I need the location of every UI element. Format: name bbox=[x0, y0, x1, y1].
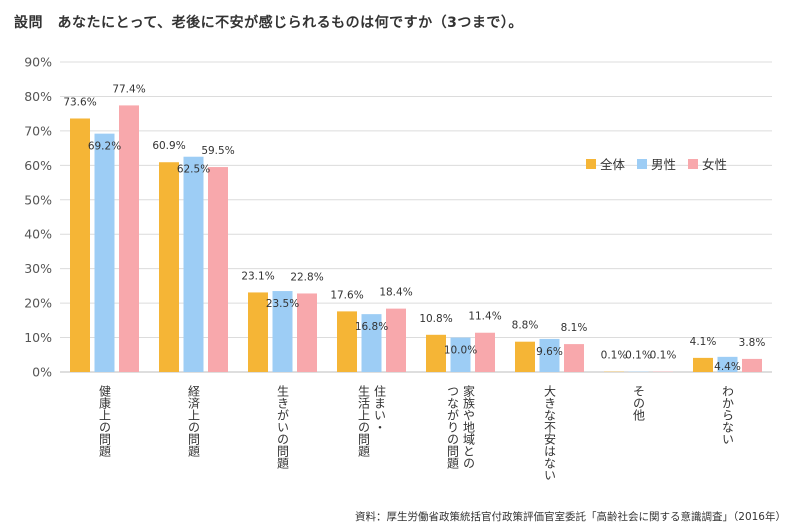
data-label: 59.5% bbox=[201, 145, 234, 157]
category-label: 健康上の問題 bbox=[98, 385, 112, 458]
bar bbox=[539, 338, 560, 372]
data-label: 11.4% bbox=[468, 311, 501, 323]
data-label: 10.0% bbox=[444, 345, 477, 357]
bar bbox=[272, 291, 293, 372]
data-label: 0.1% bbox=[601, 350, 628, 362]
y-tick-label: 60% bbox=[24, 158, 52, 173]
data-label: 3.8% bbox=[739, 337, 766, 349]
bar bbox=[119, 105, 139, 373]
category-label: 家族や地域との bbox=[462, 384, 476, 469]
data-label: 0.1% bbox=[650, 350, 677, 362]
category-label: 経済上の問題 bbox=[187, 385, 201, 458]
bar bbox=[208, 167, 228, 372]
category-label: その他 bbox=[632, 385, 646, 421]
data-label: 16.8% bbox=[355, 321, 388, 333]
bar bbox=[693, 357, 713, 372]
x-axis-categories: 健康上の問題 経済上の問題 生きがいの問題 住まい・生活上の問題 家族や地域とのつながり… bbox=[98, 384, 735, 481]
bar bbox=[248, 292, 268, 372]
data-label: 0.1% bbox=[625, 350, 652, 362]
data-label: 73.6% bbox=[63, 96, 96, 108]
bar bbox=[717, 356, 738, 372]
bar bbox=[94, 133, 115, 372]
data-label: 8.8% bbox=[512, 320, 539, 332]
bar bbox=[475, 332, 495, 372]
y-tick-label: 50% bbox=[24, 192, 52, 207]
bar bbox=[386, 308, 406, 372]
bars bbox=[70, 105, 762, 373]
source-note: 資料：厚生労働省政策統括官付政策評価官室委託「高齢社会に関する意識調査」（201… bbox=[355, 511, 786, 523]
data-label: 4.4% bbox=[714, 361, 741, 373]
data-label: 22.8% bbox=[290, 271, 323, 283]
bar bbox=[70, 118, 90, 372]
data-label: 62.5% bbox=[177, 164, 210, 176]
y-tick-label: 10% bbox=[24, 330, 52, 345]
bar bbox=[337, 311, 357, 372]
y-tick-label: 70% bbox=[24, 123, 52, 138]
data-label: 4.1% bbox=[690, 336, 717, 348]
category-label: 住まい・ bbox=[373, 385, 387, 433]
category-label: 生きがいの問題 bbox=[276, 385, 290, 470]
data-label: 18.4% bbox=[379, 287, 412, 299]
legend-swatch bbox=[688, 159, 698, 169]
data-label: 60.9% bbox=[152, 140, 185, 152]
legend-label: 女性 bbox=[702, 157, 727, 172]
bar bbox=[426, 334, 446, 372]
category-label: わからない bbox=[721, 385, 735, 445]
legend-swatch bbox=[637, 159, 647, 169]
y-tick-label: 30% bbox=[24, 261, 52, 276]
bar bbox=[742, 358, 762, 372]
y-tick-label: 20% bbox=[24, 296, 52, 311]
data-label: 9.6% bbox=[536, 346, 563, 358]
y-tick-label: 80% bbox=[24, 89, 52, 104]
bar bbox=[450, 337, 471, 372]
legend-label: 全体 bbox=[600, 157, 626, 172]
y-tick-label: 90% bbox=[24, 55, 52, 70]
data-label: 77.4% bbox=[112, 83, 145, 95]
data-label: 69.2% bbox=[88, 141, 121, 153]
grid-lines bbox=[60, 61, 772, 373]
data-label: 8.1% bbox=[561, 322, 588, 334]
category-label: つながりの問題 bbox=[446, 385, 460, 470]
data-label: 10.8% bbox=[419, 313, 452, 325]
category-label: 大きな不安はない bbox=[543, 385, 557, 481]
bar bbox=[159, 162, 179, 372]
bar bbox=[564, 344, 584, 372]
category-label: 生活上の問題 bbox=[357, 385, 371, 458]
data-label: 23.1% bbox=[241, 270, 274, 282]
data-labels: 73.6% 69.2% 77.4% 60.9% 62.5% 59.5% 23.1% 23.5%… bbox=[63, 83, 765, 372]
bar bbox=[515, 341, 535, 372]
bar bbox=[183, 156, 204, 372]
y-tick-label: 0% bbox=[32, 365, 52, 380]
y-tick-label: 40% bbox=[24, 227, 52, 242]
data-label: 23.5% bbox=[266, 298, 299, 310]
bar bbox=[361, 314, 382, 372]
legend-swatch bbox=[586, 159, 596, 169]
chart-title: 設問 あなたにとって、老後に不安が感じられるものは何ですか（3つまで）。 bbox=[14, 15, 523, 31]
legend-label: 男性 bbox=[651, 157, 676, 172]
y-axis-ticks: 0% 10% 20% 30% 40% 50% 60% 70% 80% 90% bbox=[24, 55, 52, 380]
data-label: 17.6% bbox=[330, 289, 363, 301]
legend: 全体 男性 女性 bbox=[586, 157, 727, 172]
bar bbox=[297, 293, 317, 372]
